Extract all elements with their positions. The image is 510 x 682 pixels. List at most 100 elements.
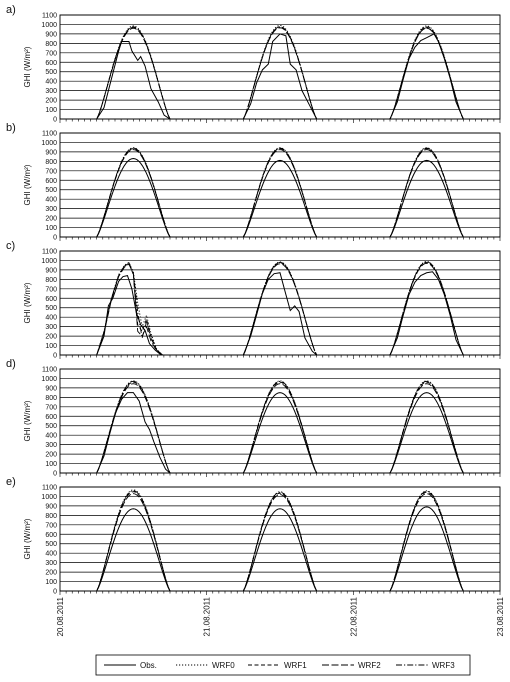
y-axis-label: GHI (W/m²): [23, 518, 32, 559]
panel-b: b) 0 100 200 300 400 500 600 700 800 900 1000 1100 GH…: [6, 122, 501, 242]
y-tick-label: 100: [45, 461, 57, 468]
y-tick-label: 0: [53, 471, 57, 478]
y-tick-label: 600: [45, 532, 57, 539]
y-tick-label: 0: [53, 117, 57, 124]
y-tick-label: 900: [45, 503, 57, 510]
panel-frame: [59, 368, 501, 474]
x-date-label: 23.08.2011: [496, 596, 505, 636]
y-tick-label: 1000: [41, 22, 57, 29]
y-tick-label: 100: [45, 225, 57, 232]
y-tick-label: 0: [53, 235, 57, 242]
series-line-wrf1: [60, 148, 500, 238]
series-line-wrf0: [60, 489, 500, 592]
legend-label: WRF1: [284, 661, 307, 670]
legend: Obs. WRF0 WRF1 WRF2 WRF3: [95, 654, 471, 676]
series-line-wrf1: [60, 381, 500, 474]
y-tick-label: 600: [45, 414, 57, 421]
panel-a: a) 0 100 200 300 400 500 600 700 800 900 1000 1100 GH…: [6, 4, 501, 124]
y-tick-label: 200: [45, 216, 57, 223]
y-tick-label: 300: [45, 560, 57, 567]
y-axis-label: GHI (W/m²): [23, 46, 32, 87]
y-tick-label: 800: [45, 159, 57, 166]
y-tick-label: 400: [45, 433, 57, 440]
y-tick-label: 200: [45, 98, 57, 105]
series-line-wrf1: [60, 261, 500, 356]
y-tick-label: 400: [45, 197, 57, 204]
y-tick-label: 300: [45, 324, 57, 331]
y-tick-label: 600: [45, 296, 57, 303]
y-tick-label: 0: [53, 353, 57, 360]
series-line-obs: [60, 392, 500, 474]
series-line-wrf3: [60, 26, 500, 120]
series-line-wrf2: [60, 262, 500, 356]
y-tick-label: 500: [45, 541, 57, 548]
y-tick-label: 700: [45, 168, 57, 175]
y-tick-label: 200: [45, 452, 57, 459]
y-axis-label: GHI (W/m²): [23, 282, 32, 323]
y-tick-label: 500: [45, 423, 57, 430]
y-tick-label: 100: [45, 343, 57, 350]
panel-label: d): [6, 358, 16, 370]
y-tick-label: 1100: [42, 485, 57, 492]
y-tick-label: 400: [45, 79, 57, 86]
y-tick-label: 1100: [42, 249, 57, 256]
series-line-obs: [60, 271, 500, 356]
y-tick-label: 1100: [42, 131, 57, 138]
y-tick-label: 500: [45, 69, 57, 76]
y-tick-label: 1100: [42, 13, 57, 20]
y-tick-label: 900: [45, 267, 57, 274]
y-tick-label: 800: [45, 277, 57, 284]
series-line-wrf2: [60, 149, 500, 238]
series-line-obs: [60, 506, 500, 592]
y-tick-label: 800: [45, 513, 57, 520]
panel-c: c) 0 100 200 300 400 500 600 700 800 900 1000 1100 GH…: [6, 240, 501, 360]
panel-label: e): [6, 476, 16, 488]
y-tick-label: 900: [45, 149, 57, 156]
x-date-label: 20.08.2011: [56, 596, 65, 636]
y-tick-label: 900: [45, 385, 57, 392]
legend-label: WRF0: [212, 661, 235, 670]
series-line-obs: [60, 33, 500, 120]
series-line-obs: [60, 158, 500, 238]
y-tick-label: 300: [45, 206, 57, 213]
y-tick-label: 1000: [41, 494, 57, 501]
y-tick-label: 100: [45, 107, 57, 114]
panel-d: d) 0 100 200 300 400 500 600 700 800 900 1000 1100 GH…: [6, 358, 501, 478]
series-line-wrf2: [60, 383, 500, 474]
panel-e: e) 0 100 200 300 400 500 600 700 800 900 1000 1100 GH…: [6, 476, 501, 596]
y-tick-label: 1000: [41, 140, 57, 147]
series-line-wrf3: [60, 380, 500, 474]
y-tick-label: 300: [45, 442, 57, 449]
panel-frame: [59, 14, 501, 120]
y-tick-label: 800: [45, 41, 57, 48]
y-tick-label: 0: [53, 589, 57, 596]
y-tick-label: 100: [45, 579, 57, 586]
y-tick-label: 700: [45, 286, 57, 293]
x-date-label: 21.08.2011: [203, 596, 212, 636]
y-tick-label: 800: [45, 395, 57, 402]
panel-label: b): [6, 122, 16, 134]
series-line-wrf3: [60, 147, 500, 238]
legend-label: Obs.: [140, 661, 157, 670]
y-tick-label: 600: [45, 178, 57, 185]
y-tick-label: 1100: [42, 367, 57, 374]
y-tick-label: 700: [45, 50, 57, 57]
legend-box: [95, 654, 471, 676]
legend-label: WRF3: [432, 661, 455, 670]
y-tick-label: 400: [45, 551, 57, 558]
series-line-wrf2: [60, 493, 500, 592]
series-line-wrf1: [60, 26, 500, 120]
panel-label: c): [6, 240, 15, 252]
y-axis-label: GHI (W/m²): [23, 400, 32, 441]
panel-frame: [59, 486, 501, 592]
series-line-wrf0: [60, 24, 500, 120]
y-axis-label: GHI (W/m²): [23, 164, 32, 205]
y-tick-label: 500: [45, 187, 57, 194]
y-tick-label: 1000: [41, 258, 57, 265]
series-line-wrf0: [60, 147, 500, 238]
y-tick-label: 200: [45, 334, 57, 341]
y-tick-label: 700: [45, 404, 57, 411]
y-tick-label: 400: [45, 315, 57, 322]
panel-frame: [59, 250, 501, 356]
